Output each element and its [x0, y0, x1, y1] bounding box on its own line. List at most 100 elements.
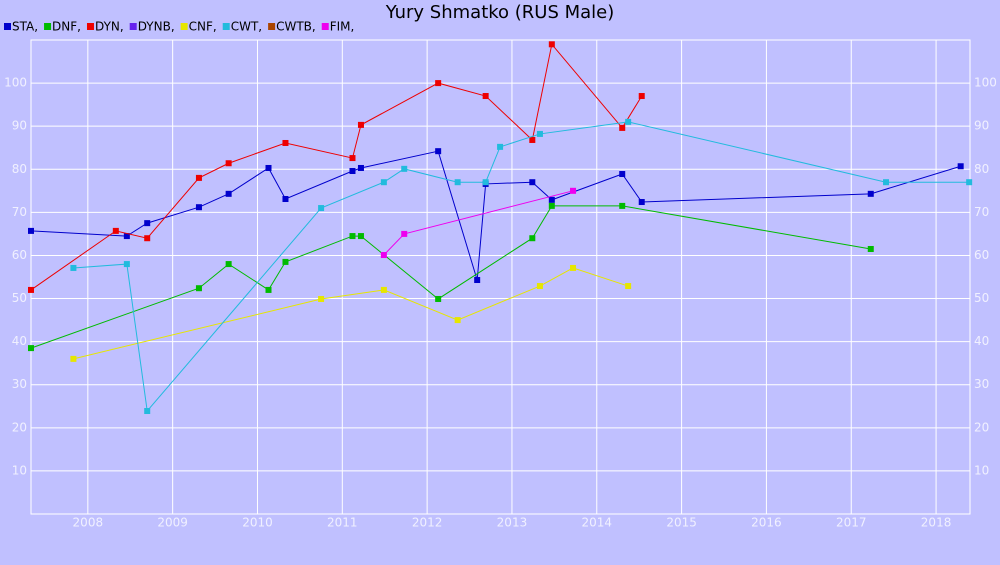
point [123, 233, 130, 240]
point [28, 345, 34, 352]
legend-swatch [86, 23, 94, 30]
point [144, 408, 151, 415]
point [867, 245, 874, 252]
point [349, 167, 356, 174]
y-tick-label-right: 100 [974, 76, 997, 90]
point [380, 286, 387, 293]
y-tick-label-right: 50 [974, 291, 989, 305]
point [28, 286, 34, 293]
point [28, 227, 34, 234]
point [282, 139, 289, 146]
point [966, 179, 973, 186]
point [357, 121, 364, 128]
y-tick-label: 60 [12, 248, 27, 262]
point [225, 160, 232, 167]
legend-swatch [222, 23, 230, 30]
point [144, 235, 151, 242]
chart-title: Yury Shmatko (RUS Male) [385, 2, 615, 23]
x-tick-label: 2009 [157, 516, 188, 530]
point [435, 80, 442, 87]
legend-label: DYN, [95, 20, 124, 34]
legend-swatch [268, 23, 276, 30]
point [482, 93, 489, 100]
point [548, 202, 555, 209]
point [536, 130, 543, 137]
point [401, 165, 408, 172]
point [625, 118, 632, 125]
point [349, 155, 356, 162]
point [454, 179, 461, 186]
point [282, 258, 289, 265]
legend-label: STA, [12, 20, 38, 34]
plot-area [30, 39, 971, 515]
point [123, 261, 130, 268]
y-tick-label-right: 70 [974, 205, 989, 219]
point [282, 196, 289, 203]
x-tick-label: 2008 [73, 516, 104, 530]
y-tick-label-right: 20 [974, 420, 989, 434]
point [619, 124, 626, 131]
y-tick-label-right: 90 [974, 119, 989, 133]
x-tick-label: 2014 [582, 516, 613, 530]
point [380, 179, 387, 186]
y-tick-label: 70 [12, 205, 27, 219]
point [454, 317, 461, 324]
y-tick-label: 50 [12, 291, 27, 305]
y-tick-label-right: 40 [974, 334, 989, 348]
series-line [30, 150, 961, 281]
point [497, 143, 504, 150]
point [529, 179, 536, 186]
point [638, 93, 645, 100]
y-tick-label: 100 [4, 76, 27, 90]
point [265, 286, 272, 293]
y-tick-label-right: 60 [974, 248, 989, 262]
point [529, 235, 536, 242]
point [357, 164, 364, 171]
y-tick-label-right: 30 [974, 377, 989, 391]
point [112, 227, 119, 234]
point [536, 283, 543, 290]
point [357, 233, 364, 240]
point [619, 202, 626, 209]
point [957, 163, 964, 170]
y-tick-label: 40 [12, 334, 27, 348]
point [349, 233, 356, 240]
legend-swatch [180, 23, 188, 30]
point [867, 190, 874, 197]
legend-label: DYNB, [138, 20, 175, 34]
point [638, 199, 645, 206]
point [883, 179, 890, 186]
y-tick-label: 20 [12, 420, 27, 434]
x-tick-label: 2017 [836, 516, 867, 530]
point [318, 205, 325, 212]
legend-swatch [44, 23, 52, 30]
point [548, 41, 555, 48]
point [195, 204, 202, 211]
point [435, 148, 442, 155]
point [529, 136, 536, 143]
x-tick-label: 2018 [921, 516, 952, 530]
series-line [30, 43, 643, 291]
point [195, 174, 202, 181]
x-tick-label: 2015 [666, 516, 697, 530]
y-tick-label: 90 [12, 119, 27, 133]
point [619, 171, 626, 178]
point [474, 277, 481, 284]
legend-label: CWTB, [276, 20, 316, 34]
x-tick-label: 2011 [327, 516, 358, 530]
legend-label: CNF, [189, 20, 217, 34]
x-tick-label: 2013 [497, 516, 528, 530]
series-line [30, 205, 871, 349]
point [570, 264, 577, 271]
point [195, 285, 202, 292]
point [225, 261, 232, 268]
y-tick-label-right: 80 [974, 162, 989, 176]
point [482, 179, 489, 186]
y-tick-label: 30 [12, 377, 27, 391]
point [225, 190, 232, 197]
point [144, 220, 151, 227]
legend-label: CWT, [231, 20, 262, 34]
y-tick-label: 80 [12, 162, 27, 176]
point [548, 196, 555, 203]
